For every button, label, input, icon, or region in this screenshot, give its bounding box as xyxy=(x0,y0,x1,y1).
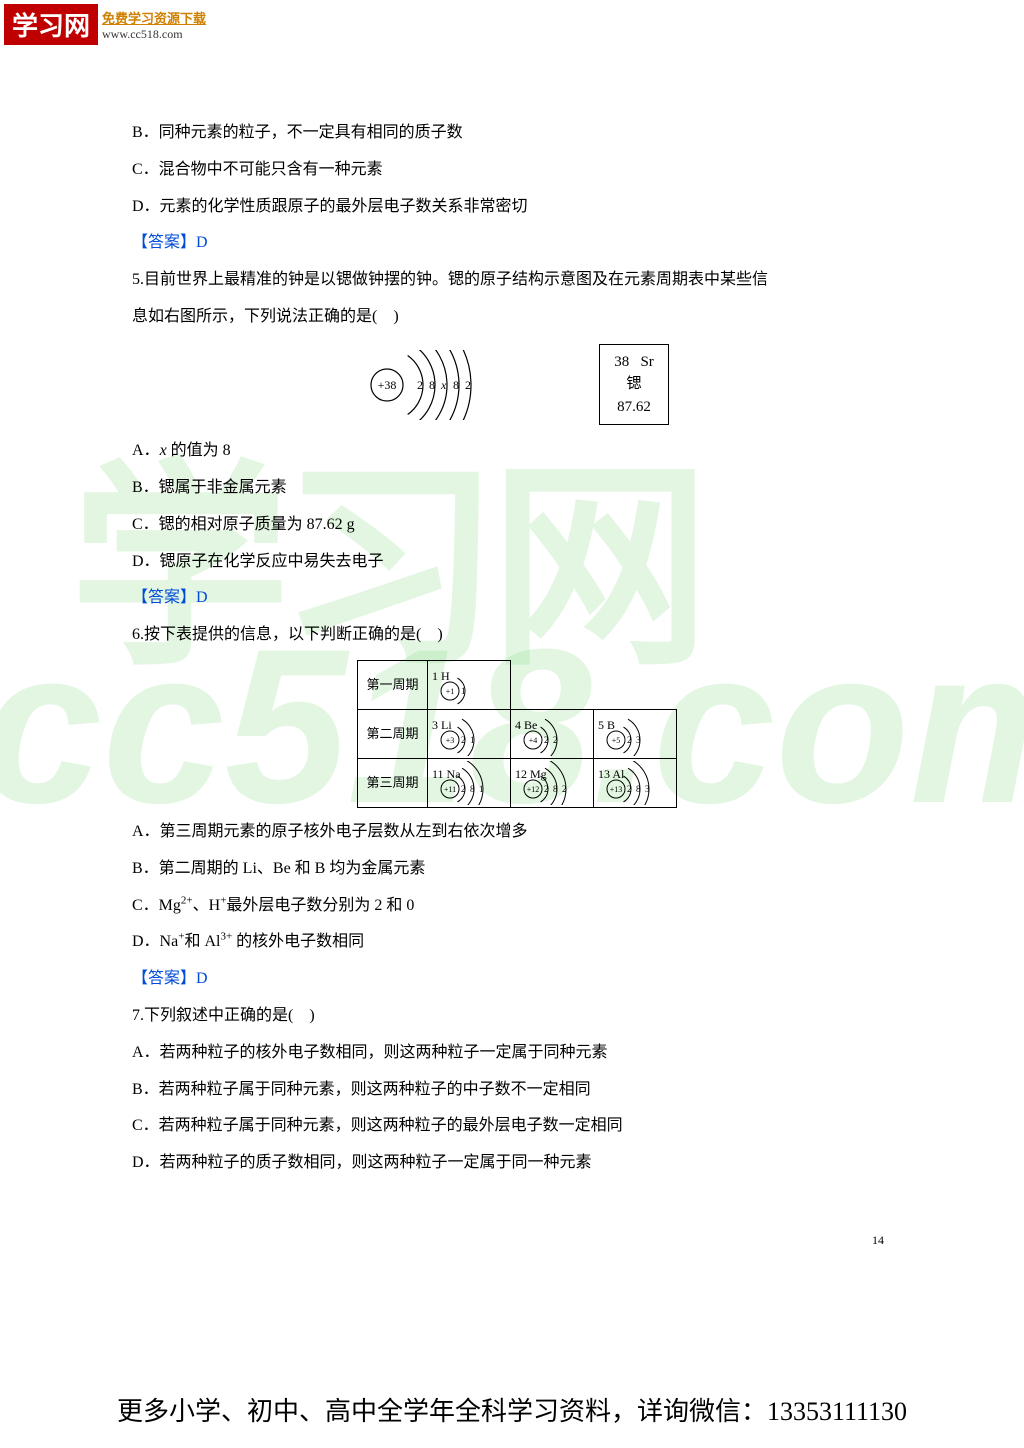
q5-option-c: C．锶的相对原子质量为 87.62 g xyxy=(132,507,902,544)
strontium-atom-diagram: +38 28x82 xyxy=(365,350,575,420)
q5-figure: +38 28x82 38 Sr 锶 87.62 xyxy=(132,344,902,426)
svg-text:+38: +38 xyxy=(378,378,397,392)
q7-option-d: D．若两种粒子的质子数相同，则这两种粒子一定属于同一种元素 xyxy=(132,1145,902,1182)
q6-option-c: C．Mg2+、H+最外层电子数分别为 2 和 0 xyxy=(132,888,902,925)
logo-url: www.cc518.com xyxy=(102,27,206,42)
page-number: 14 xyxy=(872,1233,884,1248)
svg-text:2: 2 xyxy=(461,735,466,745)
svg-text:8: 8 xyxy=(453,378,459,392)
svg-text:8: 8 xyxy=(429,378,435,392)
q7-stem: 7.下列叙述中正确的是( ) xyxy=(132,998,902,1035)
footer-text: 更多小学、初中、高中全学年全科学习资料，详询微信：13353111130 xyxy=(0,1391,1024,1428)
site-logo: 学习网 免费学习资源下载 www.cc518.com xyxy=(4,4,206,45)
q7-option-b: B．若两种粒子属于同种元素，则这两种粒子的中子数不一定相同 xyxy=(132,1072,902,1109)
q5-answer: 【答案】D xyxy=(132,580,902,617)
svg-text:2: 2 xyxy=(627,784,632,794)
q6-option-b: B．第二周期的 Li、Be 和 B 均为金属元素 xyxy=(132,851,902,888)
q6-option-d: D．Na+和 Al3+ 的核外电子数相同 xyxy=(132,924,902,961)
svg-text:2: 2 xyxy=(417,378,423,392)
svg-text:3: 3 xyxy=(636,735,641,745)
q5-option-b: B．锶属于非金属元素 xyxy=(132,470,902,507)
q5-stem-line1: 5.目前世界上最精准的钟是以锶做钟摆的钟。锶的原子结构示意图及在元素周期表中某些… xyxy=(132,262,902,299)
q4-option-b: B．同种元素的粒子，不一定具有相同的质子数 xyxy=(132,115,902,152)
strontium-element-box: 38 Sr 锶 87.62 xyxy=(599,344,669,426)
q6-option-a: A．第三周期元素的原子核外电子层数从左到右依次增多 xyxy=(132,814,902,851)
svg-text:2: 2 xyxy=(544,735,549,745)
logo-main: 学习网 xyxy=(4,4,98,45)
svg-text:2: 2 xyxy=(465,378,471,392)
svg-text:3: 3 xyxy=(645,784,650,794)
svg-text:1: 1 xyxy=(461,686,466,696)
q7-option-a: A．若两种粒子的核外电子数相同，则这两种粒子一定属于同种元素 xyxy=(132,1035,902,1072)
svg-text:8: 8 xyxy=(553,784,558,794)
q7-option-c: C．若两种粒子属于同种元素，则这两种粒子的最外层电子数一定相同 xyxy=(132,1108,902,1145)
svg-text:2: 2 xyxy=(553,735,558,745)
svg-text:1: 1 xyxy=(470,735,475,745)
q5-stem-line2: 息如右图所示，下列说法正确的是( ) xyxy=(132,299,902,336)
svg-text:2: 2 xyxy=(461,784,466,794)
logo-tagline: 免费学习资源下载 xyxy=(102,8,206,27)
svg-text:2: 2 xyxy=(562,784,567,794)
q5-option-d: D．锶原子在化学反应中易失去电子 xyxy=(132,544,902,581)
periodic-table-excerpt: 第一周期 1 H+11 第二周期 3 Li+321 4 Be+422 5 B+5… xyxy=(132,660,902,808)
svg-text:2: 2 xyxy=(627,735,632,745)
svg-text:1: 1 xyxy=(479,784,484,794)
q4-option-c: C．混合物中不可能只含有一种元素 xyxy=(132,152,902,189)
q4-option-d: D．元素的化学性质跟原子的最外层电子数关系非常密切 xyxy=(132,189,902,226)
document-body: B．同种元素的粒子，不一定具有相同的质子数 C．混合物中不可能只含有一种元素 D… xyxy=(132,115,902,1182)
svg-text:8: 8 xyxy=(636,784,641,794)
svg-text:8: 8 xyxy=(470,784,475,794)
q4-answer: 【答案】D xyxy=(132,225,902,262)
q6-answer: 【答案】D xyxy=(132,961,902,998)
q5-option-a: A．x 的值为 8 xyxy=(132,433,902,470)
svg-text:x: x xyxy=(440,378,447,392)
q6-stem: 6.按下表提供的信息，以下判断正确的是( ) xyxy=(132,617,902,654)
